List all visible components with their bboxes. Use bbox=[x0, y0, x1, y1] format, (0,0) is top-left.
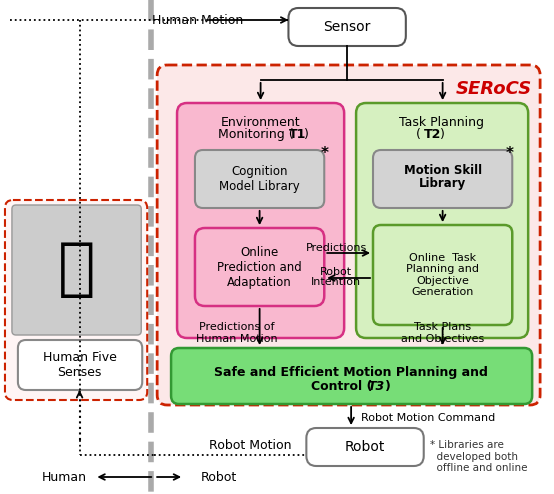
Text: T1: T1 bbox=[289, 128, 306, 141]
Text: Robot Motion: Robot Motion bbox=[209, 439, 292, 452]
Text: Library: Library bbox=[419, 176, 466, 190]
FancyBboxPatch shape bbox=[356, 103, 528, 338]
Text: Task Planning: Task Planning bbox=[399, 116, 484, 129]
Text: SERoCS: SERoCS bbox=[456, 80, 532, 98]
Text: Sensor: Sensor bbox=[324, 20, 371, 34]
FancyBboxPatch shape bbox=[289, 8, 406, 46]
Text: Robot: Robot bbox=[320, 267, 352, 277]
FancyBboxPatch shape bbox=[373, 225, 512, 325]
FancyBboxPatch shape bbox=[195, 228, 324, 306]
Text: Control (: Control ( bbox=[311, 380, 373, 393]
Text: Predictions: Predictions bbox=[306, 243, 367, 253]
Text: T3: T3 bbox=[367, 380, 384, 393]
FancyBboxPatch shape bbox=[373, 150, 512, 208]
FancyBboxPatch shape bbox=[306, 428, 424, 466]
FancyBboxPatch shape bbox=[5, 200, 147, 400]
Text: T2: T2 bbox=[424, 128, 441, 141]
Text: Environment: Environment bbox=[221, 116, 300, 129]
Text: Online  Task
Planning and
Objective
Generation: Online Task Planning and Objective Gener… bbox=[406, 252, 479, 297]
Text: *: * bbox=[505, 146, 513, 161]
FancyBboxPatch shape bbox=[12, 205, 141, 335]
Text: Intention: Intention bbox=[311, 277, 361, 287]
Text: Motion Skill: Motion Skill bbox=[403, 164, 481, 176]
Text: 🧑: 🧑 bbox=[58, 240, 95, 300]
Text: Human Motion: Human Motion bbox=[152, 13, 244, 27]
Text: (: ( bbox=[416, 128, 420, 141]
Text: ): ) bbox=[385, 380, 391, 393]
Text: ): ) bbox=[304, 128, 309, 141]
Text: Robot: Robot bbox=[201, 470, 237, 484]
Text: *: * bbox=[320, 146, 329, 161]
Text: Task Plans
and Objectives: Task Plans and Objectives bbox=[401, 322, 484, 344]
Text: Robot: Robot bbox=[345, 440, 385, 454]
Text: Human: Human bbox=[42, 470, 87, 484]
Text: * Libraries are
  developed both
  offline and online: * Libraries are developed both offline a… bbox=[430, 440, 527, 473]
FancyBboxPatch shape bbox=[18, 340, 142, 390]
FancyBboxPatch shape bbox=[177, 103, 344, 338]
FancyBboxPatch shape bbox=[157, 65, 540, 405]
Text: Safe and Efficient Motion Planning and: Safe and Efficient Motion Planning and bbox=[214, 366, 488, 379]
FancyBboxPatch shape bbox=[171, 348, 532, 404]
Text: Cognition
Model Library: Cognition Model Library bbox=[219, 165, 300, 193]
Text: Predictions of
Human Motion: Predictions of Human Motion bbox=[196, 322, 278, 344]
Text: Online
Prediction and
Adaptation: Online Prediction and Adaptation bbox=[217, 246, 302, 288]
Text: Human Five
Senses: Human Five Senses bbox=[43, 351, 116, 379]
Text: ): ) bbox=[440, 128, 444, 141]
Text: Monitoring (: Monitoring ( bbox=[218, 128, 294, 141]
Text: Robot Motion Command: Robot Motion Command bbox=[361, 413, 495, 423]
FancyBboxPatch shape bbox=[195, 150, 324, 208]
